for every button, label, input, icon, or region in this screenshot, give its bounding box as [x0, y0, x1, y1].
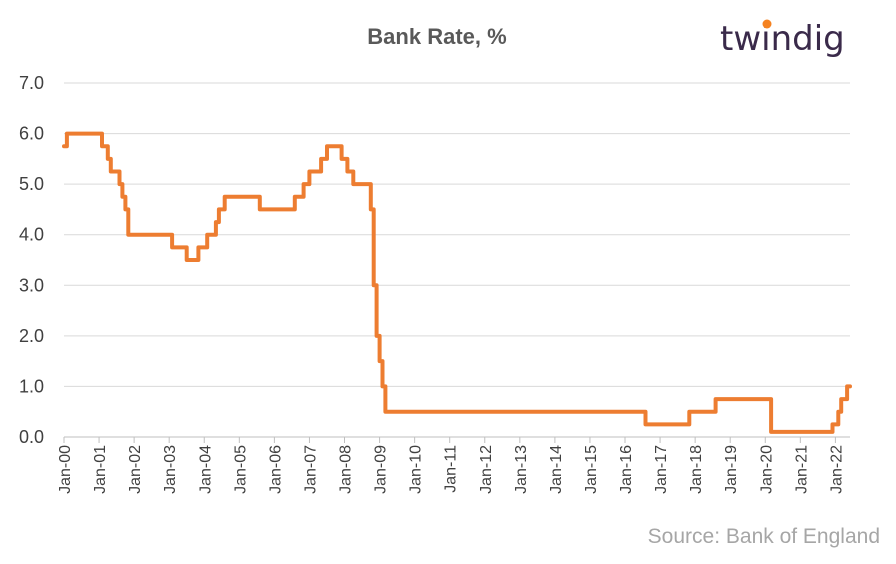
y-tick-label: 2.0 [19, 326, 44, 346]
x-tick-label: Jan-12 [478, 445, 495, 494]
x-tick-label: Jan-01 [92, 445, 109, 494]
y-tick-label: 5.0 [19, 174, 44, 194]
x-tick-label: Jan-10 [408, 445, 425, 494]
x-tick-label: Jan-13 [513, 445, 530, 494]
x-tick-label: Jan-09 [373, 445, 390, 494]
y-tick-label: 4.0 [19, 225, 44, 245]
logo-text: twindig [720, 19, 845, 59]
series-layer [62, 131, 852, 434]
bank-rate-line [62, 131, 852, 434]
y-tick-label: 7.0 [19, 73, 44, 93]
x-tick-label: Jan-03 [162, 445, 179, 494]
x-tick-label: Jan-19 [723, 445, 740, 494]
x-tick-label: Jan-21 [793, 445, 810, 494]
x-tick-label: Jan-17 [653, 445, 670, 494]
gridlines [64, 82, 850, 387]
y-axis-ticks: 0.0 1.0 2.0 3.0 4.0 5.0 6.0 7.0 [19, 73, 44, 447]
y-tick-label: 1.0 [19, 376, 44, 396]
x-axis-ticks: Jan-00 Jan-01 Jan-02 Jan-03 Jan-04 Jan-05 Jan-… [57, 437, 845, 494]
x-tick-label: Jan-15 [583, 445, 600, 494]
x-tick-label: Jan-06 [267, 445, 284, 494]
x-tick-label: Jan-02 [127, 445, 144, 494]
x-tick-label: Jan-05 [232, 445, 249, 494]
x-tick-label: Jan-11 [443, 445, 460, 493]
y-tick-label: 0.0 [19, 427, 44, 447]
x-tick-label: Jan-20 [758, 445, 775, 494]
twindig-logo: twindig [720, 19, 845, 59]
y-tick-label: 3.0 [19, 275, 44, 295]
x-tick-label: Jan-16 [618, 445, 635, 494]
logo-dot-icon [762, 19, 772, 29]
x-tick-label: Jan-04 [197, 445, 214, 494]
source-note: Source: Bank of England [648, 525, 880, 548]
y-tick-label: 6.0 [19, 124, 44, 144]
x-tick-label: Jan-22 [828, 445, 845, 494]
x-tick-label: Jan-14 [548, 445, 565, 494]
x-tick-label: Jan-18 [688, 445, 705, 494]
x-tick-label: Jan-07 [302, 445, 319, 494]
x-tick-label: Jan-00 [57, 445, 74, 494]
chart-title: Bank Rate, % [367, 24, 506, 49]
x-tick-label: Jan-08 [338, 445, 355, 494]
